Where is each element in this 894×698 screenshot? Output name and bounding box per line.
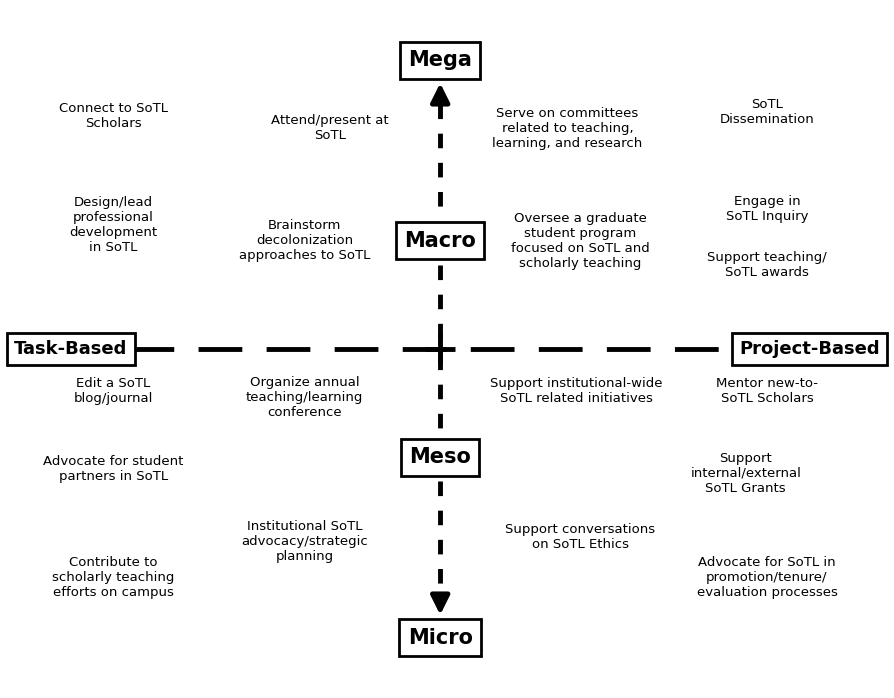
Text: Support conversations
on SoTL Ethics: Support conversations on SoTL Ethics [505,524,655,551]
Text: Advocate for student
partners in SoTL: Advocate for student partners in SoTL [43,455,183,483]
Text: Project-Based: Project-Based [739,340,880,358]
Text: Contribute to
scholarly teaching
efforts on campus: Contribute to scholarly teaching efforts… [52,556,174,599]
Text: Engage in
SoTL Inquiry: Engage in SoTL Inquiry [726,195,808,223]
Text: Connect to SoTL
Scholars: Connect to SoTL Scholars [59,103,168,131]
Text: Edit a SoTL
blog/journal: Edit a SoTL blog/journal [73,377,153,405]
Text: Organize annual
teaching/learning
conference: Organize annual teaching/learning confer… [246,376,363,419]
Text: Macro: Macro [404,231,477,251]
Text: Support institutional-wide
SoTL related initiatives: Support institutional-wide SoTL related … [490,377,662,405]
Text: Support
internal/external
SoTL Grants: Support internal/external SoTL Grants [690,452,801,495]
Text: Advocate for SoTL in
promotion/tenure/
evaluation processes: Advocate for SoTL in promotion/tenure/ e… [696,556,838,599]
Text: Micro: Micro [408,628,473,648]
Text: Support teaching/
SoTL awards: Support teaching/ SoTL awards [707,251,827,279]
Text: Brainstorm
decolonization
approaches to SoTL: Brainstorm decolonization approaches to … [239,219,370,262]
Text: Design/lead
professional
development
in SoTL: Design/lead professional development in … [70,195,157,253]
Text: Mentor new-to-
SoTL Scholars: Mentor new-to- SoTL Scholars [716,377,818,405]
Text: Oversee a graduate
student program
focused on SoTL and
scholarly teaching: Oversee a graduate student program focus… [510,211,650,269]
Text: Institutional SoTL
advocacy/strategic
planning: Institutional SoTL advocacy/strategic pl… [241,520,367,563]
Text: SoTL
Dissemination: SoTL Dissemination [720,98,814,126]
Text: Mega: Mega [409,50,472,70]
Text: Attend/present at
SoTL: Attend/present at SoTL [271,114,389,142]
Text: Meso: Meso [409,447,471,467]
Text: Serve on committees
related to teaching,
learning, and research: Serve on committees related to teaching,… [493,107,643,150]
Text: Task-Based: Task-Based [14,340,128,358]
